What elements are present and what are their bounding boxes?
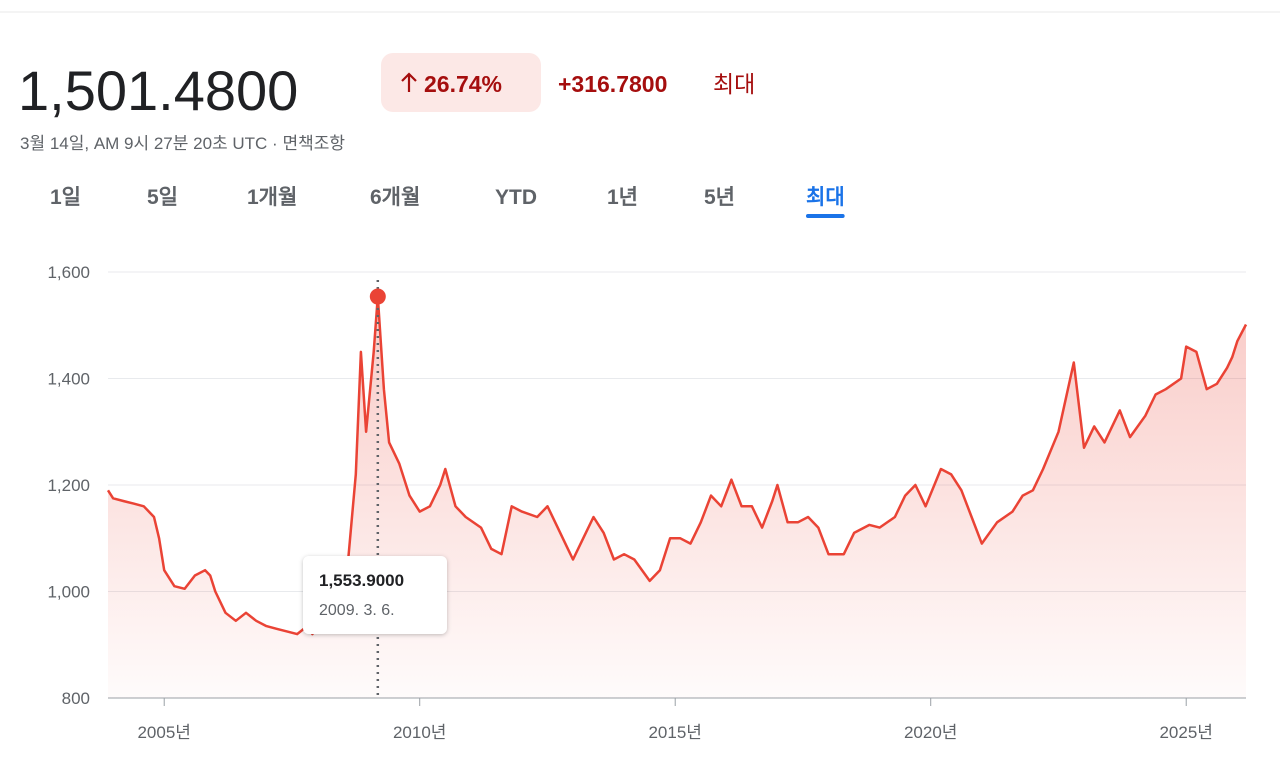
x-tick-label: 2010년 xyxy=(393,723,446,742)
range-tab[interactable]: 6개월 xyxy=(370,186,420,209)
tooltip-date: 2009. 3. 6. xyxy=(319,602,395,619)
range-tab[interactable]: 5일 xyxy=(147,186,178,209)
tooltip-box xyxy=(303,556,447,634)
tooltip-value: 1,553.9000 xyxy=(319,571,404,590)
area-fill xyxy=(108,296,1246,698)
y-tick-label: 1,000 xyxy=(47,583,90,602)
timestamp: 3월 14일, AM 9시 27분 20초 UTC · 면책조항 xyxy=(20,134,345,153)
range-tab[interactable]: YTD xyxy=(495,186,537,209)
range-label: 최대 xyxy=(713,71,755,97)
x-tick-label: 2015년 xyxy=(648,723,701,742)
hover-point xyxy=(369,288,386,305)
price: 1,501.4800 xyxy=(18,59,298,122)
up-arrow xyxy=(401,72,417,92)
x-tick-label: 2005년 xyxy=(137,723,190,742)
y-tick-label: 800 xyxy=(62,689,90,708)
tab-bar: 1일 5일 1개월 6개월 YTD 1년 5년 최대 xyxy=(50,186,845,218)
range-tab[interactable]: 5년 xyxy=(704,186,735,209)
y-tick-label: 1,400 xyxy=(47,370,90,389)
range-tab[interactable]: 1일 xyxy=(50,186,81,209)
range-tab[interactable]: 1개월 xyxy=(247,186,297,209)
change-percent: 26.74% xyxy=(424,71,502,97)
range-tab[interactable]: 최대 xyxy=(806,186,845,209)
chart: 800 1,000 1,200 1,400 1,600 2005년 2010년 2015년 20… xyxy=(47,263,1248,742)
change-pill xyxy=(381,53,541,112)
y-tick-label: 1,200 xyxy=(47,476,90,495)
change-absolute: +316.7800 xyxy=(558,71,667,97)
range-tab[interactable]: 1년 xyxy=(607,186,638,209)
x-tick-label: 2020년 xyxy=(904,723,957,742)
active-tab-indicator xyxy=(806,214,845,218)
price-line xyxy=(106,295,1248,636)
y-tick-label: 1,600 xyxy=(47,263,90,282)
x-tick-label: 2025년 xyxy=(1159,723,1212,742)
